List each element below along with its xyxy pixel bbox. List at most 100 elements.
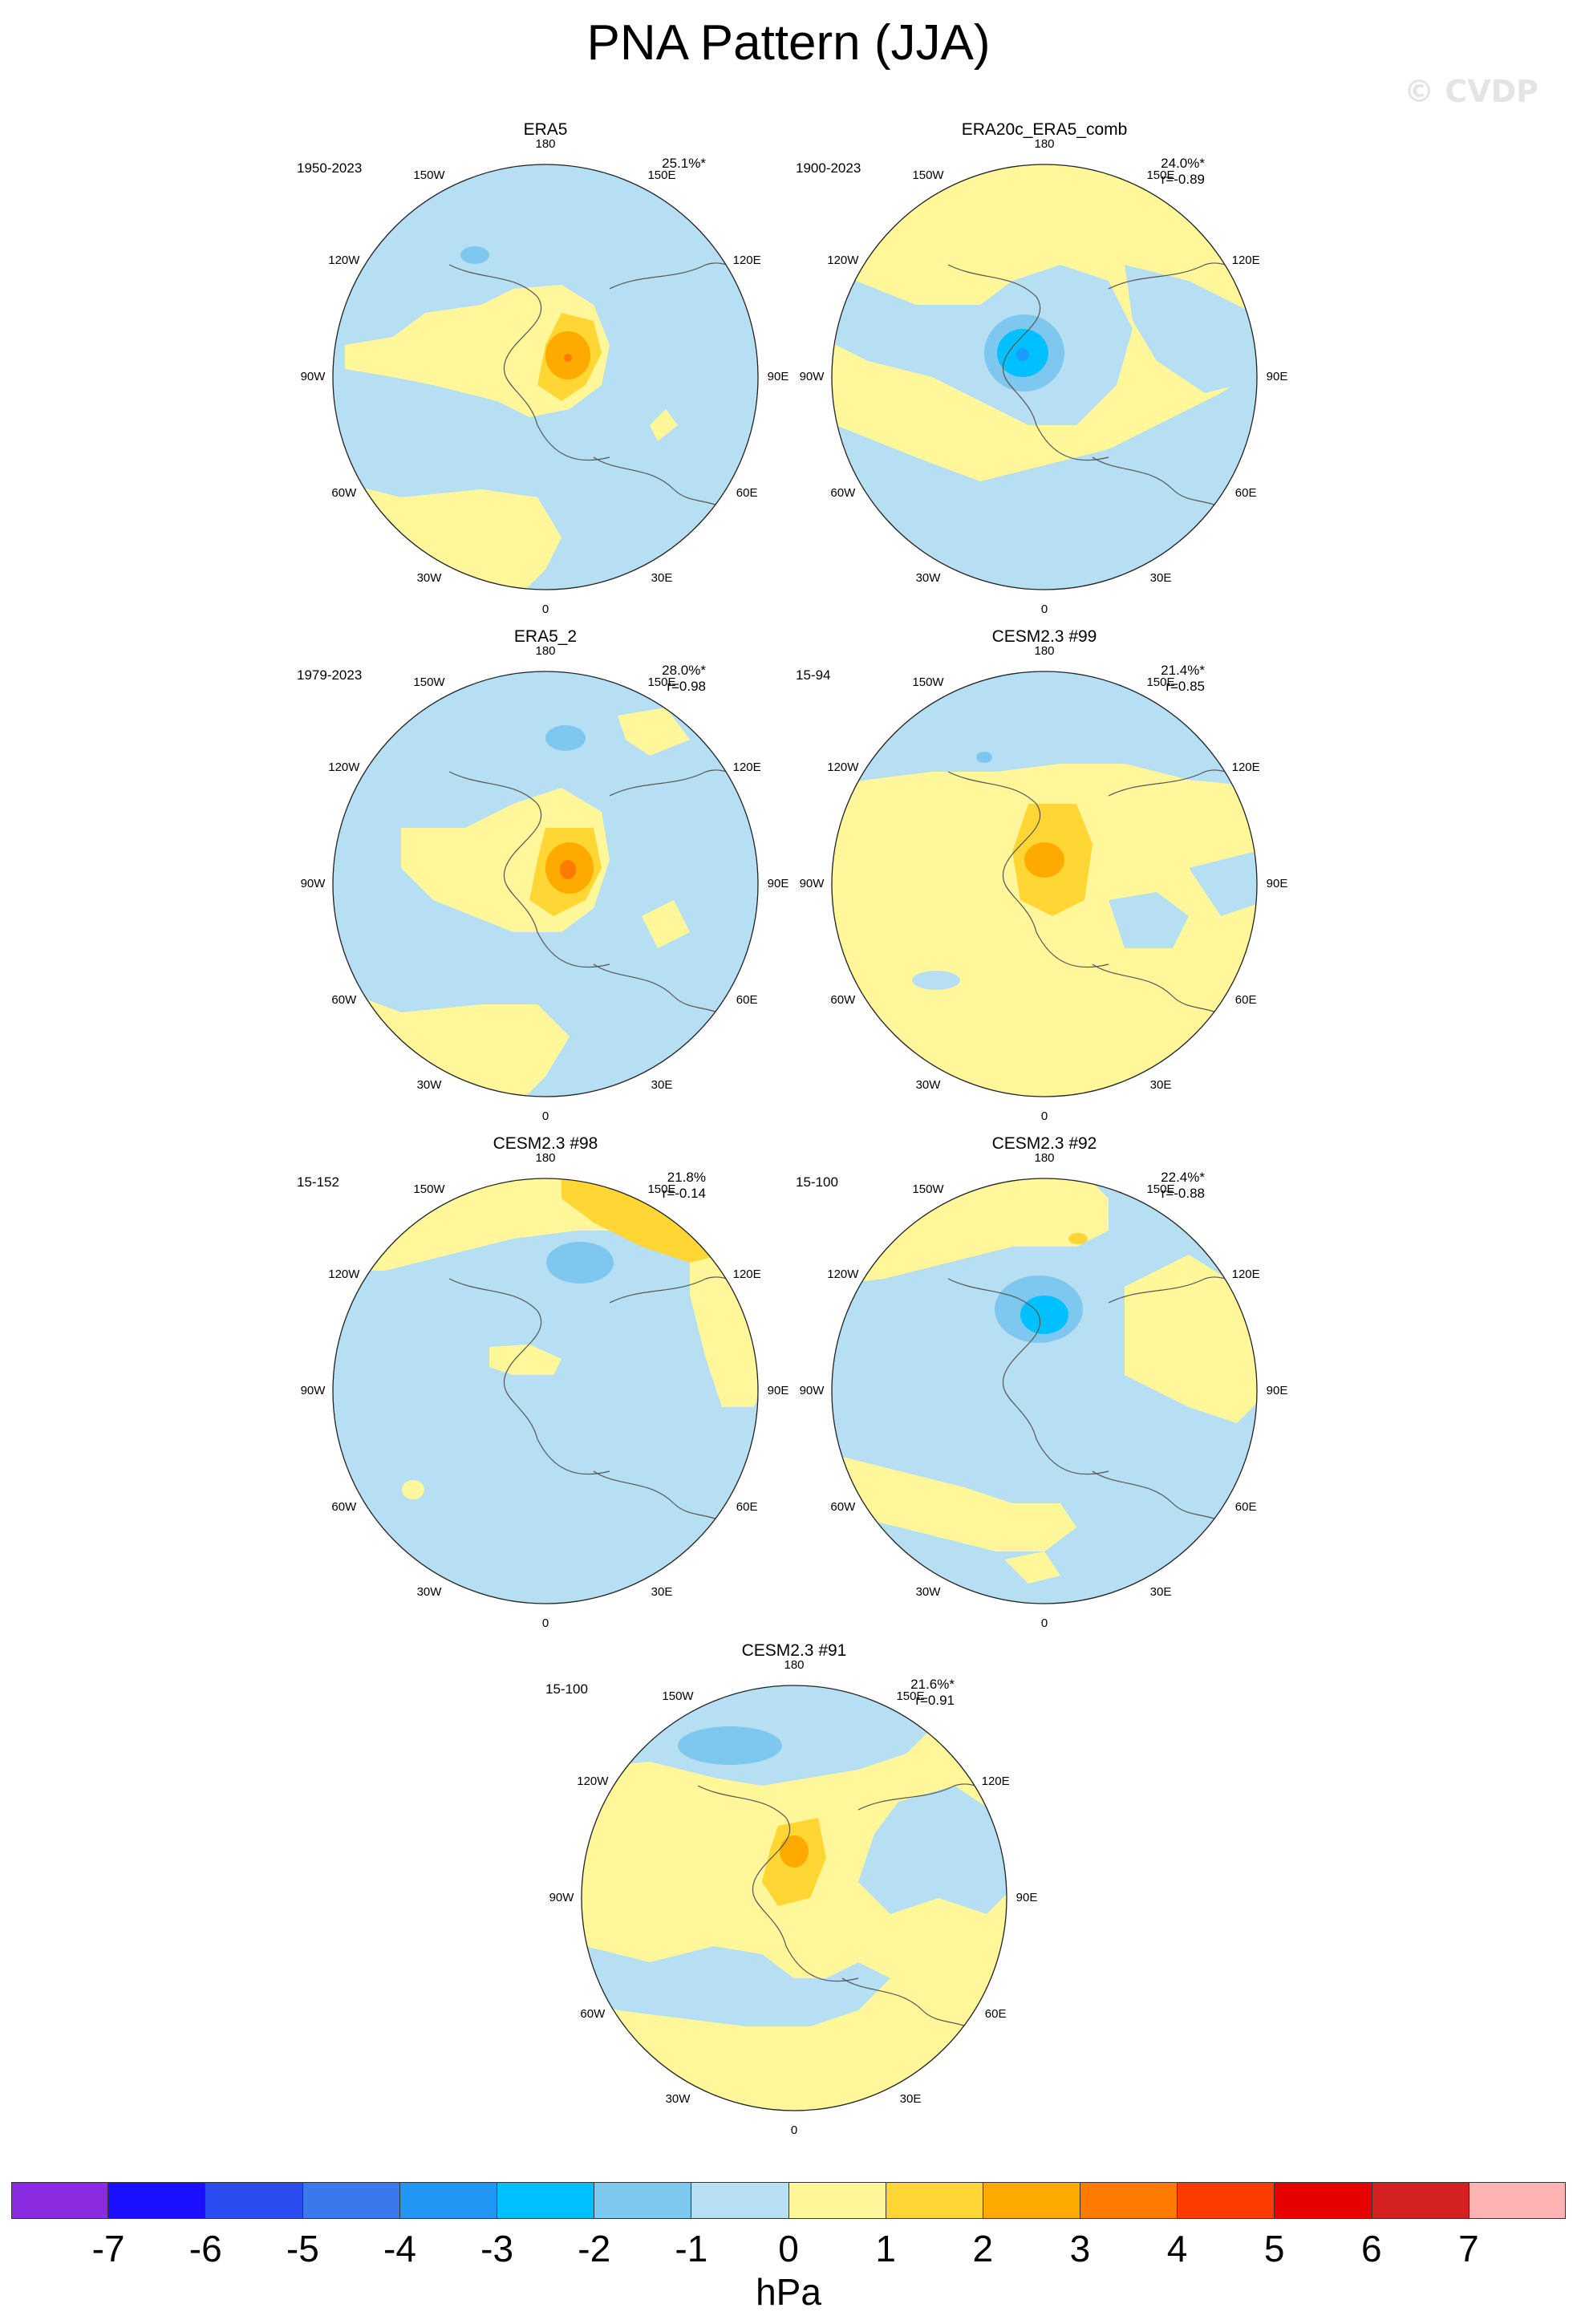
stats-label: 25.1%*	[610, 156, 706, 172]
longitude-label: 90W	[549, 1891, 574, 1904]
colorbar-tick-label: -1	[675, 2228, 708, 2269]
stats-label: 21.4%* r=0.85	[1109, 663, 1205, 695]
longitude-label: 30E	[1149, 1078, 1172, 1093]
longitude-label: 90E	[1016, 1891, 1038, 1904]
longitude-label: 0	[790, 2123, 798, 2137]
cvdp-watermark: © CVDP	[1404, 74, 1538, 109]
variance-pct: 22.4%*	[1161, 1170, 1205, 1185]
longitude-label: 150E	[647, 168, 676, 182]
polar-map	[332, 671, 759, 1097]
longitude-label: 180	[1034, 137, 1055, 151]
longitude-label: 30W	[416, 571, 442, 586]
panel-title: CESM2.3 #99	[991, 627, 1097, 646]
longitude-label: 30E	[651, 1585, 673, 1600]
longitude-label: 150W	[413, 168, 445, 182]
longitude-label: 90W	[300, 877, 326, 890]
longitude-label: 60W	[331, 486, 357, 500]
period-label: 1950-2023	[297, 160, 363, 176]
longitude-label: 180	[784, 1658, 805, 1672]
longitude-label: 60E	[984, 2007, 1007, 2021]
stats-label: 22.4%* r=-0.88	[1109, 1170, 1205, 1202]
colorbar-tick-label: 4	[1166, 2228, 1188, 2269]
longitude-label: 90W	[799, 370, 825, 383]
map-panel-cesm-91: CESM2.3 #91 15-100 21.6%* r=0.91 180 150E…	[521, 1641, 1067, 2137]
colorbar-tick-label: 1	[875, 2228, 896, 2269]
variance-pct: 28.0%*	[662, 663, 706, 678]
colorbar-cell	[497, 2182, 595, 2219]
colorbar-cell	[108, 2182, 206, 2219]
colorbar-tick-label: 2	[972, 2228, 994, 2269]
longitude-label: 120W	[328, 253, 360, 267]
stats-label: 21.8% r=-0.14	[610, 1170, 706, 1202]
panel-title: CESM2.3 #91	[741, 1641, 847, 1660]
longitude-label: 30W	[416, 1078, 442, 1093]
longitude-label: 60W	[331, 993, 357, 1007]
period-label: 1979-2023	[297, 667, 363, 683]
longitude-label: 60W	[830, 486, 856, 500]
longitude-label: 120E	[732, 253, 761, 267]
polar-map	[831, 671, 1258, 1097]
longitude-label: 150W	[662, 1689, 694, 1703]
colorbar-tick-label: 6	[1360, 2228, 1382, 2269]
colorbar-tick-label: 0	[778, 2228, 799, 2269]
panel-title: CESM2.3 #92	[991, 1134, 1097, 1153]
longitude-label: 60E	[1234, 993, 1257, 1007]
variance-pct: 24.0%*	[1161, 156, 1205, 171]
longitude-label: 90E	[1266, 877, 1288, 890]
colorbar-cell	[1080, 2182, 1178, 2219]
longitude-label: 180	[1034, 1151, 1055, 1165]
polar-map	[581, 1685, 1007, 2111]
longitude-label: 30E	[1149, 571, 1172, 586]
period-label: 15-152	[297, 1174, 339, 1190]
longitude-label: 90E	[767, 1384, 789, 1397]
colorbar-cell	[1372, 2182, 1470, 2219]
longitude-label: 60E	[1234, 486, 1257, 500]
polar-map	[332, 164, 759, 590]
longitude-label: 150W	[912, 1182, 944, 1196]
longitude-label: 30W	[915, 1078, 941, 1093]
panel-title: ERA20c_ERA5_comb	[961, 120, 1128, 139]
longitude-label: 90E	[767, 877, 789, 890]
longitude-label: 90W	[799, 877, 825, 890]
longitude-label: 90W	[799, 1384, 825, 1397]
pattern-correlation: r=-0.89	[1161, 172, 1205, 187]
colorbar-tick-label: -3	[480, 2228, 514, 2269]
longitude-label: 120E	[732, 1267, 761, 1281]
pattern-correlation: r=-0.88	[1161, 1186, 1205, 1201]
longitude-label: 0	[1040, 1109, 1048, 1123]
period-label: 1900-2023	[796, 160, 861, 176]
colorbar-tick-label: 7	[1458, 2228, 1479, 2269]
longitude-label: 180	[535, 644, 556, 658]
colorbar-frame	[11, 2182, 1566, 2219]
longitude-label: 180	[535, 1151, 556, 1165]
longitude-label: 120E	[1231, 760, 1260, 774]
longitude-label: 120W	[328, 760, 360, 774]
longitude-label: 30W	[915, 1585, 941, 1600]
longitude-label: 150W	[912, 675, 944, 689]
colorbar-cell	[1275, 2182, 1372, 2219]
longitude-label: 30W	[915, 571, 941, 586]
longitude-label: 0	[541, 1616, 549, 1630]
longitude-label: 150E	[1146, 675, 1175, 689]
colorbar	[11, 2182, 1566, 2219]
longitude-label: 30W	[416, 1585, 442, 1600]
longitude-label: 180	[535, 137, 556, 151]
panel-title: CESM2.3 #98	[493, 1134, 598, 1153]
stats-label: 24.0%* r=-0.89	[1109, 156, 1205, 188]
period-label: 15-94	[796, 667, 831, 683]
colorbar-cell	[594, 2182, 692, 2219]
colorbar-tick-label: -6	[189, 2228, 222, 2269]
polar-map	[332, 1178, 759, 1604]
variance-pct: 25.1%*	[662, 156, 706, 171]
colorbar-cell	[11, 2182, 109, 2219]
colorbar-cell	[691, 2182, 789, 2219]
pattern-correlation: r=-0.14	[662, 1186, 706, 1201]
longitude-label: 150E	[1146, 1182, 1175, 1196]
colorbar-tick-label: 3	[1069, 2228, 1091, 2269]
longitude-label: 90W	[300, 1384, 326, 1397]
polar-map	[831, 164, 1258, 590]
longitude-label: 30E	[651, 571, 673, 586]
colorbar-tick-label: -5	[286, 2228, 319, 2269]
longitude-label: 150E	[647, 1182, 676, 1196]
longitude-label: 60W	[331, 1500, 357, 1514]
